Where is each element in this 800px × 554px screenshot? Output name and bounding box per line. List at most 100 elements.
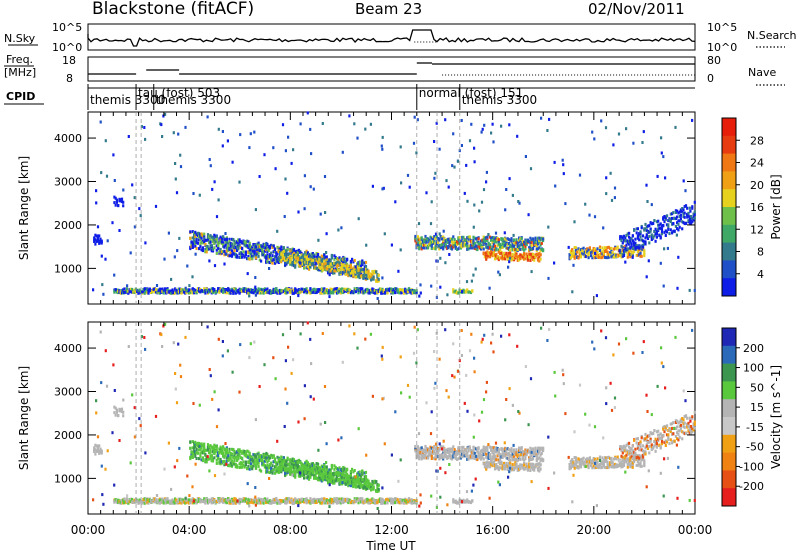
range-cell bbox=[645, 234, 648, 238]
range-cell bbox=[266, 463, 269, 467]
range-cell bbox=[573, 252, 576, 256]
range-cell bbox=[225, 237, 228, 241]
range-cell bbox=[195, 240, 198, 244]
range-cell bbox=[294, 465, 297, 469]
range-cell bbox=[377, 279, 380, 283]
range-cell bbox=[314, 475, 317, 479]
range-cell bbox=[214, 444, 217, 448]
range-cell bbox=[434, 245, 437, 249]
range-cell bbox=[141, 500, 144, 504]
range-cell bbox=[247, 450, 250, 454]
range-cell bbox=[328, 468, 331, 472]
range-cell bbox=[439, 244, 442, 248]
range-cell bbox=[279, 463, 282, 467]
range-cell bbox=[286, 191, 289, 195]
range-cell bbox=[258, 289, 261, 293]
range-cell bbox=[215, 215, 219, 219]
range-cell bbox=[573, 254, 576, 258]
range-cell bbox=[301, 470, 304, 474]
range-cell bbox=[435, 259, 438, 263]
range-cell bbox=[272, 250, 275, 254]
range-cell bbox=[548, 117, 551, 121]
range-cell bbox=[409, 290, 412, 294]
range-cell bbox=[268, 456, 271, 460]
range-cell bbox=[677, 222, 680, 226]
range-cell bbox=[418, 245, 421, 249]
range-cell bbox=[351, 290, 354, 293]
range-cell bbox=[357, 264, 360, 268]
range-cell bbox=[500, 124, 503, 128]
range-cell bbox=[201, 451, 204, 455]
range-cell bbox=[340, 467, 344, 471]
range-cell bbox=[238, 238, 241, 242]
range-cell bbox=[338, 272, 341, 276]
range-cell bbox=[228, 247, 231, 251]
range-cell bbox=[358, 486, 361, 490]
range-cell bbox=[194, 288, 197, 292]
range-cell bbox=[181, 288, 184, 292]
range-cell bbox=[376, 278, 379, 282]
range-cell bbox=[399, 288, 402, 291]
range-cell bbox=[359, 478, 363, 482]
range-cell bbox=[488, 245, 492, 249]
range-cell bbox=[275, 287, 278, 291]
range-cell bbox=[316, 464, 320, 468]
range-cell bbox=[688, 288, 691, 292]
range-cell bbox=[602, 254, 605, 258]
range-cell bbox=[198, 247, 201, 250]
range-cell bbox=[516, 243, 519, 247]
range-cell bbox=[325, 476, 328, 480]
range-cell bbox=[313, 290, 316, 294]
range-cell bbox=[258, 258, 261, 262]
range-cell bbox=[133, 196, 136, 200]
range-cell bbox=[609, 251, 612, 255]
range-cell bbox=[170, 501, 173, 505]
range-cell bbox=[506, 237, 509, 241]
range-cell bbox=[519, 257, 522, 261]
range-cell bbox=[310, 470, 313, 474]
range-cell bbox=[292, 256, 296, 260]
range-cell bbox=[604, 255, 607, 259]
range-cell bbox=[346, 269, 349, 273]
range-cell bbox=[247, 456, 250, 459]
range-cell bbox=[343, 264, 346, 268]
range-cell bbox=[370, 273, 373, 277]
range-cell bbox=[669, 220, 672, 224]
range-cell bbox=[310, 462, 313, 466]
range-cell bbox=[329, 291, 332, 295]
range-cell bbox=[219, 247, 222, 251]
range-cell bbox=[381, 276, 384, 280]
noise-right-tick-top: 10^5 bbox=[707, 21, 737, 34]
range-cell bbox=[265, 260, 268, 264]
range-cell bbox=[192, 289, 195, 293]
cpid-segment-label: themis 3300 bbox=[462, 93, 537, 107]
range-cell bbox=[472, 238, 475, 242]
range-cell bbox=[601, 255, 604, 259]
range-cell bbox=[624, 246, 627, 250]
range-cell bbox=[292, 458, 296, 462]
range-cell bbox=[179, 288, 182, 292]
range-cell bbox=[510, 245, 513, 249]
range-cell bbox=[693, 212, 696, 216]
range-cell bbox=[196, 241, 199, 245]
range-cell bbox=[353, 268, 356, 272]
range-cell bbox=[224, 240, 227, 244]
range-cell bbox=[303, 266, 306, 270]
range-cell bbox=[443, 244, 446, 248]
range-cell bbox=[123, 497, 126, 501]
range-cell bbox=[636, 227, 639, 231]
range-cell bbox=[483, 239, 486, 243]
range-cell bbox=[294, 290, 297, 294]
range-cell bbox=[399, 291, 402, 295]
range-cell bbox=[453, 242, 456, 246]
range-cell bbox=[98, 234, 101, 238]
range-cell bbox=[312, 187, 315, 191]
range-cell bbox=[370, 278, 373, 282]
range-cell bbox=[134, 500, 137, 504]
range-cell bbox=[346, 257, 349, 261]
range-cell bbox=[348, 114, 351, 118]
range-cell bbox=[228, 457, 231, 461]
range-cell bbox=[684, 204, 688, 208]
range-cell bbox=[268, 471, 271, 475]
range-cell bbox=[157, 499, 160, 503]
